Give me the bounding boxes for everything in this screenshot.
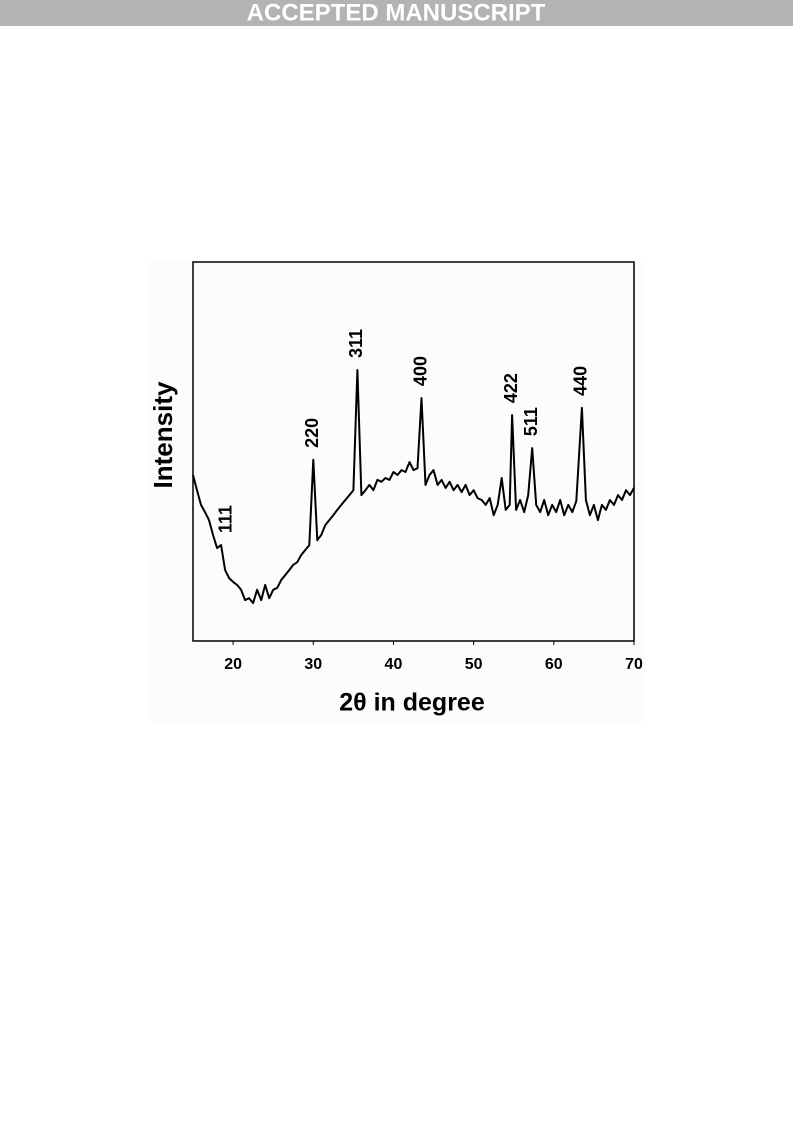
x-tick-label: 20	[224, 656, 242, 673]
peak-label: 311	[346, 329, 366, 358]
x-tick-label: 60	[545, 656, 563, 673]
figure-background	[150, 258, 646, 722]
x-axis-label: 2θ in degree	[339, 689, 485, 717]
peak-label: 220	[302, 418, 322, 448]
x-tick-label: 70	[625, 656, 643, 673]
y-axis-label: Intensity	[148, 381, 178, 488]
banner-bar	[0, 0, 793, 26]
peak-label: 422	[501, 373, 521, 403]
banner: ACCEPTED MANUSCRIPT	[247, 0, 546, 26]
x-tick-label: 50	[465, 656, 483, 673]
data-line	[192, 369, 635, 605]
peak-label: 400	[410, 356, 430, 386]
peak-label: 440	[571, 366, 591, 396]
plot-frame	[192, 261, 635, 642]
peak-label: 511	[521, 407, 541, 436]
x-tick-label: 40	[385, 656, 403, 673]
peak-label: 111	[215, 505, 235, 533]
x-tick-label: 30	[304, 656, 322, 673]
